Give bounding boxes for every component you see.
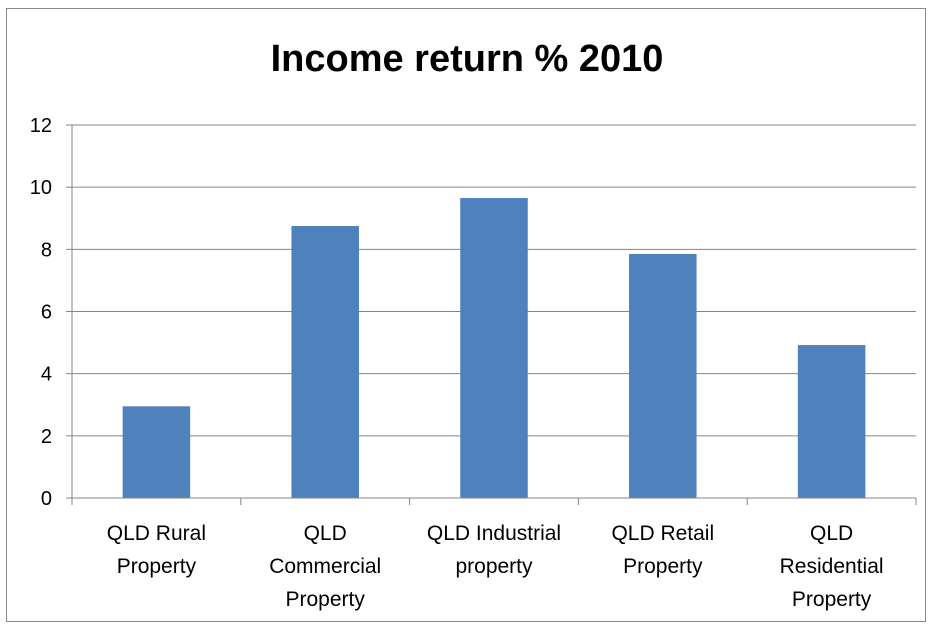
y-tick-label: 10 — [30, 177, 52, 199]
chart-title: Income return % 2010 — [270, 38, 664, 80]
bar — [460, 198, 528, 498]
y-tick-label: 2 — [41, 426, 52, 448]
x-tick-label: QLD Residential Property — [780, 522, 884, 611]
y-tick-label: 8 — [41, 239, 52, 261]
x-tick-labels: QLD Rural Property QLD Commercial Property QL… — [107, 522, 884, 611]
bar — [797, 345, 866, 498]
y-tick-labels: 0 2 4 6 8 10 12 — [30, 115, 52, 510]
bar — [291, 226, 359, 499]
x-tick-label: QLD Rural Property — [107, 522, 206, 578]
x-tick-label: QLD Commercial Property — [269, 522, 381, 611]
y-tick-label: 6 — [41, 302, 52, 324]
x-tick-label: QLD Retail Property — [611, 522, 714, 578]
axes — [66, 124, 917, 505]
bar — [629, 253, 697, 498]
y-tick-label: 12 — [30, 115, 52, 137]
y-tick-label: 0 — [41, 488, 52, 510]
bars — [122, 198, 866, 499]
y-tick-label: 4 — [41, 364, 52, 386]
x-tick-label: QLD Industrial property — [427, 522, 561, 578]
bar — [122, 406, 191, 498]
